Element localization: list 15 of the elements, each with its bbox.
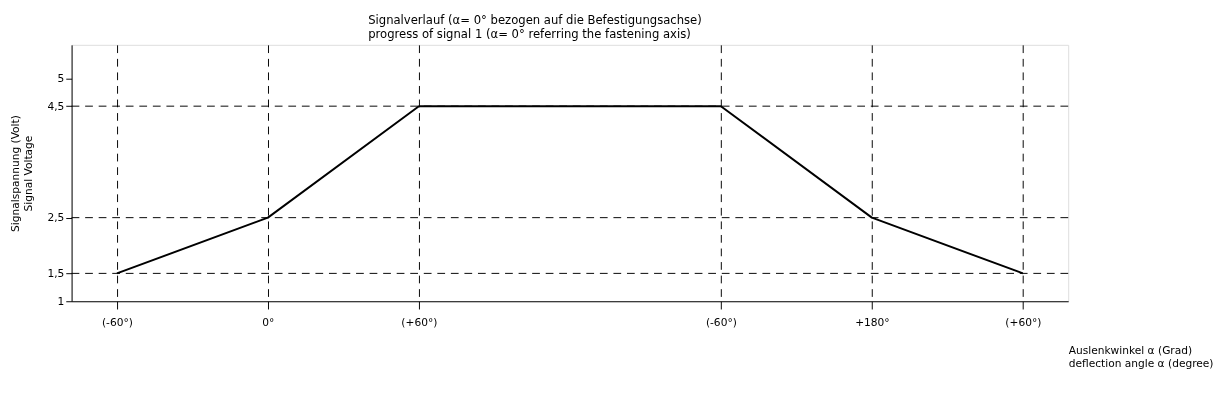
x-tick-label: (+60°) bbox=[401, 315, 438, 329]
x-axis-title: Auslenkwinkel α (Grad) deflection angle α (degree) bbox=[1068, 343, 1214, 370]
x-tick-label: 0° bbox=[262, 315, 275, 329]
x-tick-label: +180° bbox=[855, 315, 890, 329]
chart-subtitle: progress of signal 1 (α= 0° referring the fastening axis) bbox=[368, 27, 691, 42]
y-tick-label: 1,5 bbox=[47, 266, 65, 280]
y-tick-label: 1 bbox=[57, 294, 65, 308]
y-axis-title: Signalspannung (Volt) Signal Voltage bbox=[9, 115, 35, 232]
y-tick-label: 2,5 bbox=[47, 211, 65, 225]
y-tick-label: 5 bbox=[57, 71, 65, 85]
x-tick-label: (-60°) bbox=[101, 315, 133, 329]
y-tick-label: 4,5 bbox=[47, 99, 65, 113]
x-tick-label: (+60°) bbox=[1005, 315, 1042, 329]
chart-title: Signalverlauf (α= 0° bezogen auf die Befestigungsachse) bbox=[368, 12, 702, 27]
x-tick-label: (-60°) bbox=[705, 315, 737, 329]
